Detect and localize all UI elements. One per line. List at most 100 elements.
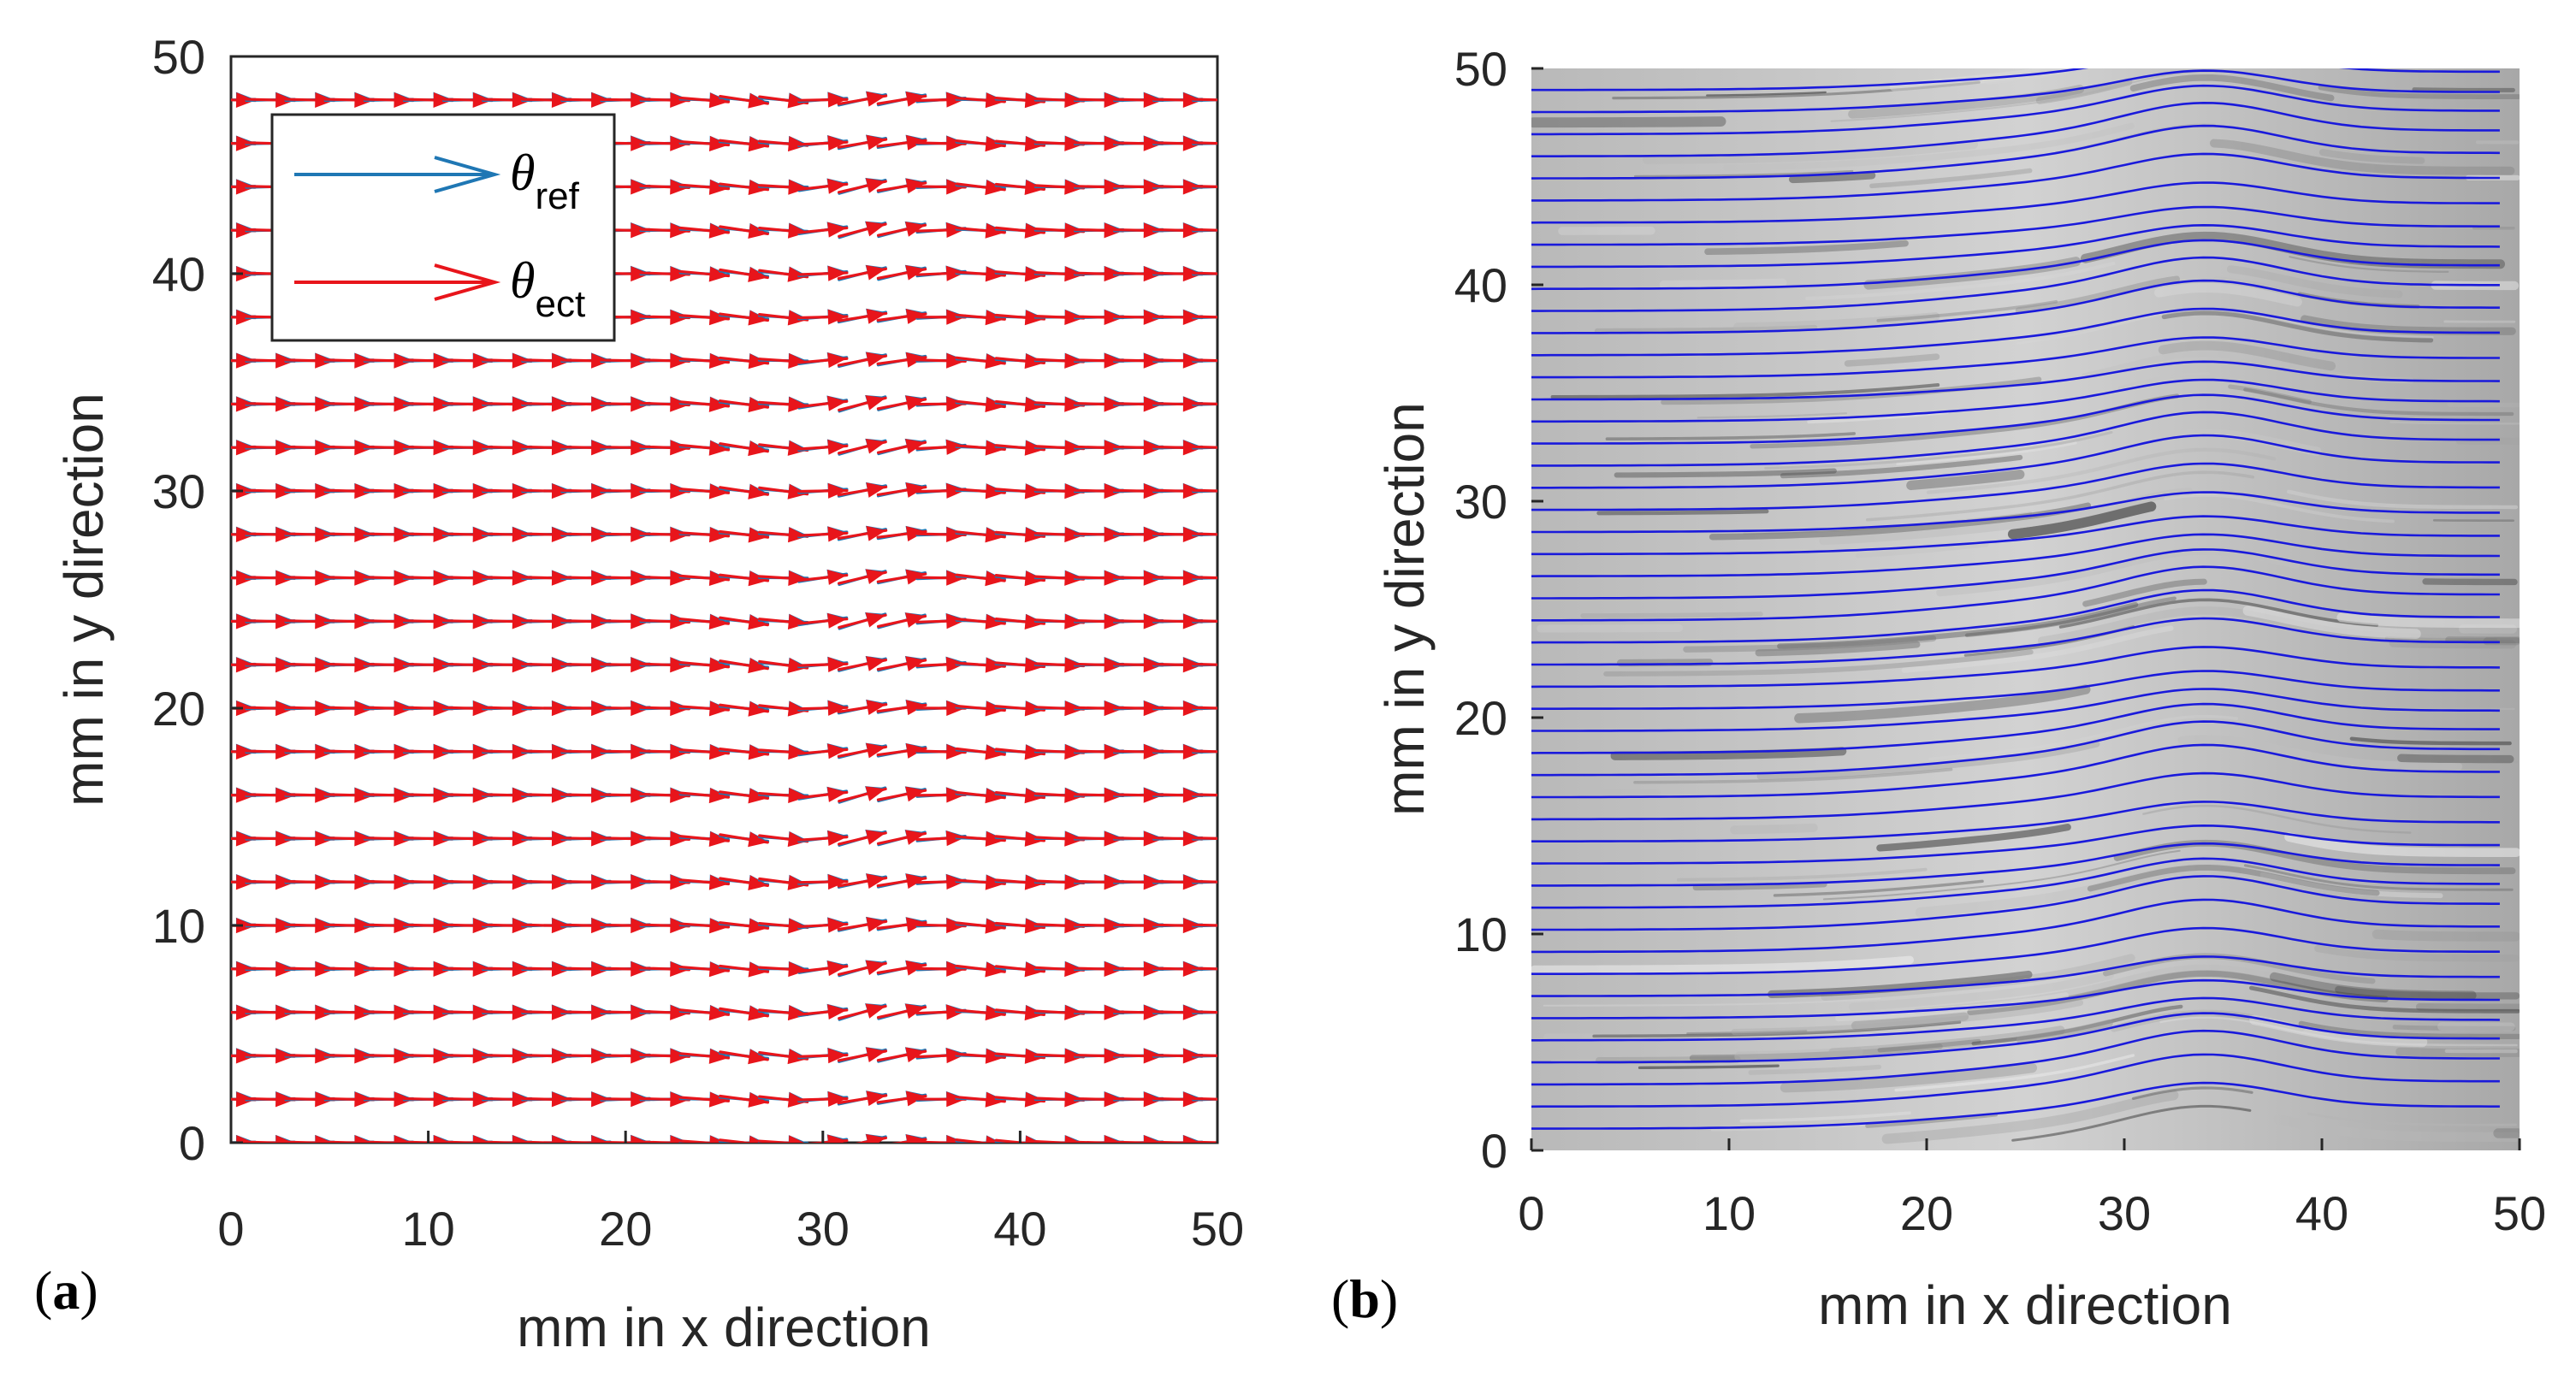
quiver-arrow-ect: [797, 135, 849, 151]
quiver-arrow-ect: [797, 743, 849, 760]
quiver-arrow-ect: [837, 960, 887, 976]
streamline: [1531, 411, 2500, 467]
quiver-arrow-ect: [891, 1134, 927, 1143]
quiver-arrow-ect: [955, 1091, 1006, 1108]
quiver-arrow-ect: [1192, 576, 1217, 580]
streamline: [1531, 996, 2500, 1042]
quiver-arrow-ect: [560, 1135, 612, 1143]
panel-a-y-ticks: 0 10 20 30 40 50: [152, 30, 243, 1170]
streamline: [1531, 336, 2500, 379]
quiver-arrow-ect: [876, 222, 927, 237]
legend-entry-theta-ect: θect: [294, 252, 585, 325]
quiver-arrow-ect: [915, 179, 967, 195]
quiver-arrow-ect: [678, 92, 731, 109]
quiver-arrow-ect: [757, 179, 809, 195]
quiver-arrow-ect: [837, 525, 888, 541]
quiver-arrow-ect: [876, 178, 927, 194]
quiver-arrow-ect: [1192, 185, 1217, 189]
quiver-arrow-ect: [915, 135, 967, 151]
streamline: [1531, 875, 2500, 931]
quiver-arrow-ect: [1192, 271, 1217, 275]
quiver-arrow-ect: [955, 136, 1006, 152]
quiver-arrow-ect: [639, 1004, 691, 1020]
quiver-arrow-ect: [678, 396, 731, 412]
quiver-arrow-ect: [678, 1091, 731, 1108]
quiver-arrow-ect: [1073, 1135, 1125, 1143]
quiver-arrow-ect: [639, 440, 691, 456]
quiver-arrow-ect: [837, 656, 888, 671]
svg-text:θect: θect: [510, 252, 585, 325]
streamline: [1531, 743, 2500, 799]
y-tick-label: 10: [152, 899, 205, 953]
quiver-arrow-ect: [955, 700, 1006, 717]
streamline: [1531, 533, 2500, 577]
quiver-arrow-ect: [678, 570, 731, 587]
quiver-arrow-ect: [955, 483, 1006, 499]
y-tick-label: 10: [1454, 907, 1507, 961]
quiver-arrow-ect: [955, 788, 1006, 804]
quiver-arrow-ect: [719, 1092, 770, 1108]
quiver-arrow-ect: [1192, 1054, 1217, 1058]
streamline: [1531, 588, 2500, 644]
quiver-arrow-ect: [837, 178, 887, 194]
quiver-arrow-ect: [955, 961, 1006, 978]
quiver-arrow-ect: [797, 352, 849, 369]
quiver-arrow-ect: [1192, 879, 1217, 884]
quiver-arrow-ect: [758, 1135, 805, 1143]
x-tick-label: 30: [796, 1202, 850, 1256]
panel-b-x-axis-label: mm in x direction: [1818, 1274, 2232, 1336]
quiver-arrow-ect: [876, 264, 927, 281]
quiver-arrow-ect: [639, 613, 691, 629]
x-tick-label: 30: [2098, 1186, 2151, 1240]
legend-ect-subscript: ect: [535, 283, 585, 325]
x-tick-label: 10: [1703, 1186, 1756, 1240]
quiver-arrow-ect: [876, 1047, 927, 1063]
quiver-arrow-ect: [678, 918, 731, 934]
quiver-arrow-ect: [797, 612, 849, 629]
x-tick-label: 50: [1191, 1202, 1244, 1256]
quiver-arrow-ect: [678, 179, 731, 195]
streamline: [1531, 181, 2500, 224]
quiver-arrow-ect: [837, 569, 887, 585]
streamline: [1531, 205, 2500, 246]
quiver-arrow-ect: [1113, 1135, 1164, 1143]
quiver-arrow-ect: [1192, 619, 1217, 624]
quiver-arrow-ect: [838, 1003, 887, 1020]
quiver-arrow-ect: [955, 310, 1006, 326]
quiver-arrow-ect: [955, 614, 1006, 629]
quiver-arrow-ect: [955, 353, 1006, 369]
quiver-arrow-ect: [955, 1005, 1006, 1021]
quiver-arrow-ect: [876, 352, 927, 368]
quiver-arrow-ect: [955, 440, 1006, 456]
quiver-arrow-ect: [955, 92, 1006, 109]
quiver-arrow-ect: [1192, 488, 1217, 493]
quiver-arrow-ect: [797, 786, 849, 802]
quiver-arrow-ect: [678, 874, 731, 890]
streamline: [1531, 617, 2500, 666]
quiver-arrow-ect: [955, 657, 1006, 673]
quiver-arrow-ect: [915, 570, 967, 586]
quiver-arrow-ect: [1192, 662, 1217, 666]
quiver-arrow-ect: [678, 440, 731, 456]
quiver-arrow-ect: [837, 1047, 888, 1063]
streamline: [1531, 1012, 2500, 1064]
quiver-arrow-ect: [876, 1091, 927, 1107]
quiver-arrow-ect: [876, 482, 927, 498]
quiver-arrow-ect: [797, 1048, 849, 1064]
quiver-arrow-ect: [797, 657, 849, 672]
quiver-arrow-ect: [1192, 749, 1217, 754]
streamline: [1531, 515, 2500, 556]
quiver-arrow-ect: [719, 744, 770, 760]
legend-ref-subscript: ref: [535, 175, 579, 217]
quiver-arrow-ect: [955, 266, 1006, 282]
quiver-arrow-ect: [955, 180, 1006, 196]
streamline: [1531, 565, 2500, 622]
quiver-arrow-ect: [955, 570, 1006, 587]
quiver-arrow-ect: [639, 222, 691, 239]
quiver-arrow-ect: [797, 178, 849, 194]
quiver-arrow-ect: [797, 395, 849, 411]
quiver-arrow-ect: [678, 136, 731, 152]
quiver-arrow-ect: [876, 743, 927, 759]
quiver-arrow-ect: [1192, 228, 1217, 232]
quiver-arrow-ect: [639, 1048, 691, 1064]
